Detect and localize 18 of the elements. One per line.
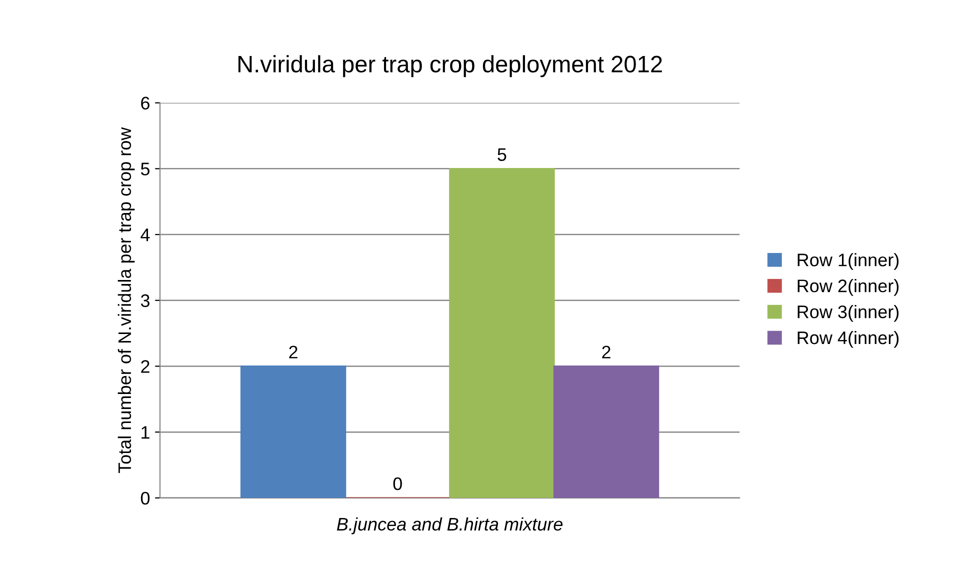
data-label: 2 [602, 346, 610, 358]
legend-label: Row 2(inner) [798, 279, 899, 296]
y-tick-label: 3 [140, 294, 150, 308]
y-tick-label: 6 [141, 96, 150, 110]
y-tick-label: 2 [141, 360, 150, 373]
legend-label: Row 3(inner) [798, 304, 899, 322]
chart-title: N.viridula per trap crop deployment 2012 [238, 55, 662, 78]
legend-label: Row 4(inner) [798, 330, 899, 348]
y-axis-title: Total number of N.viridula per trap crop row [118, 127, 135, 474]
x-tick-label: B.juncea and B.hirta mixture [336, 517, 563, 534]
y-tick-label: 0 [140, 492, 150, 505]
data-label: 5 [498, 148, 506, 161]
data-label: 0 [393, 477, 402, 490]
y-tick-label: 5 [140, 162, 150, 176]
data-label: 2 [289, 346, 298, 358]
y-tick-label: 1 [142, 426, 150, 439]
legend-label: Row 1(inner) [798, 253, 899, 270]
y-tick-label: 4 [140, 228, 150, 242]
